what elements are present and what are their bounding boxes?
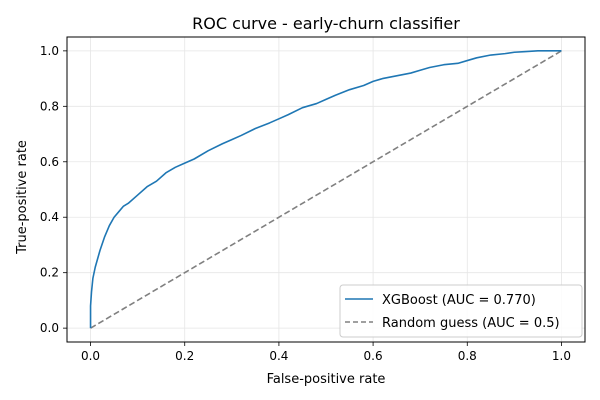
chart-title: ROC curve - early-churn classifier: [192, 14, 460, 33]
series-layer: [89, 50, 562, 329]
grid-layer: [67, 37, 585, 342]
y-tick-label: 0.4: [40, 210, 59, 224]
x-tick-label: 0.8: [458, 349, 477, 363]
series-line-random-guess: [90, 50, 562, 329]
legend: XGBoost (AUC = 0.770) Random guess (AUC …: [339, 284, 583, 338]
legend-label-random: Random guess (AUC = 0.5): [382, 316, 560, 331]
diagonal-layer: [90, 50, 562, 329]
plot-frame: [66, 36, 586, 343]
y-tick-label: 0.2: [40, 266, 59, 280]
x-tick-label: 0.0: [81, 349, 100, 363]
x-axis-ticks: 0.0 0.2 0.4 0.6 0.8 1.0: [81, 342, 571, 363]
y-axis-ticks: 0.0 0.2 0.4 0.6 0.8 1.0: [40, 44, 67, 335]
legend-label-xgboost: XGBoost (AUC = 0.770): [382, 293, 536, 308]
x-tick-label: 0.2: [175, 349, 194, 363]
legend-box: [339, 284, 583, 338]
x-axis-label: False-positive rate: [267, 372, 386, 387]
y-tick-label: 0.0: [40, 321, 59, 335]
y-axis-label: True-positive rate: [15, 140, 30, 255]
y-tick-label: 1.0: [40, 44, 59, 58]
series-line-xgboost: [89, 50, 562, 329]
y-tick-label: 0.8: [40, 99, 59, 113]
x-tick-label: 0.4: [269, 349, 288, 363]
x-tick-label: 1.0: [552, 349, 571, 363]
x-tick-label: 0.6: [364, 349, 383, 363]
y-tick-label: 0.6: [40, 155, 59, 169]
